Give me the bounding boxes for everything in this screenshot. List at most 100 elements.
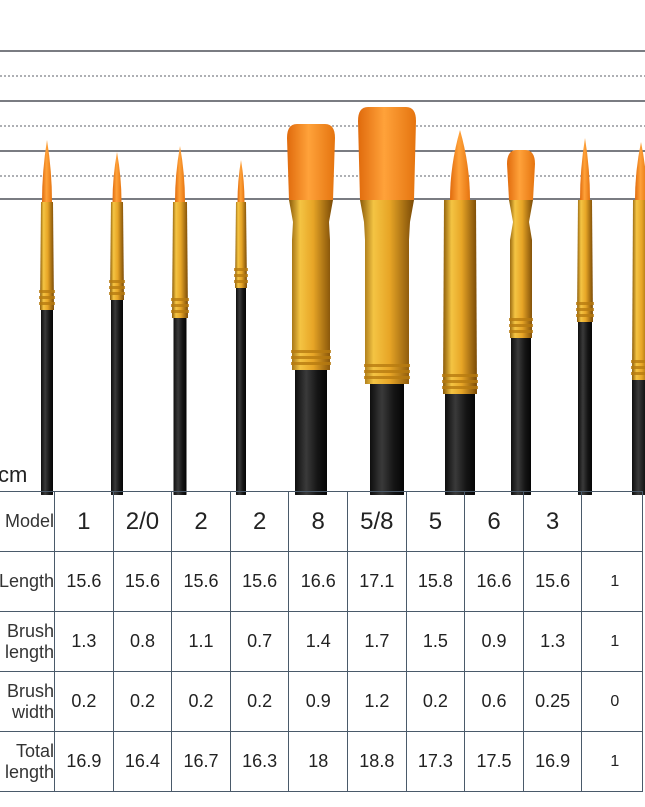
- table-cell: 0.9: [464, 611, 524, 672]
- ferrule-ring: [291, 356, 331, 359]
- table-cell: [581, 491, 643, 552]
- ferrule-ring: [364, 376, 410, 379]
- table-cell: 3: [522, 491, 583, 552]
- ferrule-ring: [171, 310, 189, 313]
- brush-bristles: [112, 152, 122, 202]
- row-header-text: Model: [5, 511, 55, 531]
- brush-bristles: [450, 130, 470, 200]
- table-cell: 0.7: [229, 611, 290, 672]
- ferrule-ring: [291, 362, 331, 365]
- brush-handle: [111, 296, 123, 495]
- brush-ferrule: [509, 200, 533, 338]
- ferrule-ring: [442, 380, 478, 383]
- table-cell: 1: [54, 491, 114, 552]
- brush-width-row: Brush width 0.2 0.2 0.2 0.2 0.9 1.2 0.2 0.6 0.25 0: [0, 671, 643, 732]
- table-cell: 0.8: [112, 611, 173, 672]
- ferrule-ring: [234, 280, 248, 283]
- table-cell: 15.8: [405, 551, 466, 612]
- row-header: Model: [0, 491, 56, 552]
- table-cell: 17.3: [405, 731, 466, 792]
- table-cell: 0.2: [54, 671, 114, 732]
- ferrule-ring: [364, 370, 410, 373]
- row-header-text: length: [5, 641, 55, 662]
- row-header: Total length: [0, 731, 56, 792]
- table-cell: 0.2: [171, 671, 231, 732]
- table-cell: 16.6: [288, 551, 349, 612]
- table-cell: 0.2: [405, 671, 466, 732]
- brush-ferrule: [289, 200, 333, 370]
- table-cell: 0.2: [112, 671, 173, 732]
- table-cell: 15.6: [54, 551, 114, 612]
- brush-handle: [632, 376, 645, 495]
- ferrule-ring: [509, 318, 533, 321]
- table-cell: 15.6: [229, 551, 290, 612]
- brush-ferrule: [443, 200, 477, 394]
- table-cell: 5: [405, 491, 466, 552]
- table-cell: 0.9: [288, 671, 349, 732]
- table-cell: 5/8: [347, 491, 407, 552]
- table-cell: 15.6: [171, 551, 231, 612]
- ferrule-ring: [509, 324, 533, 327]
- row-header-text: Brush: [7, 620, 55, 641]
- table-cell: 1.5: [405, 611, 466, 672]
- brush-handle: [295, 366, 327, 495]
- paintbrush: [109, 152, 125, 495]
- table-cell: 0.2: [229, 671, 290, 732]
- paintbrush: [358, 107, 416, 495]
- brush-handle: [370, 380, 404, 495]
- ferrule-ring: [364, 364, 410, 367]
- table-cell: 15.6: [112, 551, 173, 612]
- brush-length-row: Brush length 1.3 0.8 1.1 0.7 1.4 1.7 1.5 0.9 1.3 1: [0, 611, 643, 672]
- row-header-text: Brush: [7, 680, 55, 701]
- ferrule-ring: [509, 330, 533, 333]
- brush-ferrule: [577, 200, 593, 322]
- table-cell: 16.9: [522, 731, 583, 792]
- table-cell: 1: [581, 731, 643, 792]
- table-cell: 0: [581, 671, 643, 732]
- table-cell: 1.4: [288, 611, 349, 672]
- model-row: Model 1 2/0 2 2 8 5/8 5 6 3: [0, 491, 643, 552]
- total-length-row: Total length 16.9 16.4 16.7 16.3 18 18.8 17.3 17.…: [0, 731, 643, 792]
- brush-bristles: [635, 142, 645, 200]
- row-header-text: length: [5, 761, 55, 782]
- ferrule-ring: [631, 366, 645, 369]
- row-header-text: Length: [0, 571, 55, 591]
- ferrule-ring: [442, 386, 478, 389]
- table-cell: 2/0: [112, 491, 173, 552]
- ferrule-ring: [576, 302, 594, 305]
- ferrule-ring: [171, 304, 189, 307]
- brush-ferrule: [40, 202, 54, 310]
- table-cell: 17.1: [347, 551, 407, 612]
- ferrule-ring: [291, 350, 331, 353]
- paintbrush: [507, 150, 535, 495]
- table-cell: 6: [464, 491, 524, 552]
- brush-illustration: [0, 50, 645, 495]
- paintbrush: [234, 160, 248, 495]
- ferrule-ring: [171, 298, 189, 301]
- table-cell: 8: [288, 491, 349, 552]
- row-header-text: Total: [16, 740, 55, 761]
- row-header-text: width: [12, 701, 55, 722]
- brush-bristles: [287, 124, 335, 200]
- row-header: Length: [0, 551, 56, 612]
- table-cell: 16.7: [171, 731, 231, 792]
- ferrule-ring: [39, 302, 55, 305]
- brush-bristles: [358, 107, 416, 200]
- brush-set: [39, 107, 645, 495]
- brush-ferrule: [632, 200, 645, 380]
- brush-bristles: [42, 140, 52, 202]
- ferrule-ring: [442, 374, 478, 377]
- table-cell: 17.5: [464, 731, 524, 792]
- brush-handle: [41, 306, 53, 495]
- row-header: Brush width: [0, 671, 56, 732]
- table-cell: 16.3: [229, 731, 290, 792]
- table-cell: 1.7: [347, 611, 407, 672]
- ferrule-ring: [39, 290, 55, 293]
- paintbrush: [576, 138, 594, 495]
- paintbrush: [287, 124, 335, 495]
- brush-ferrule: [110, 202, 124, 300]
- table-cell: 16.9: [54, 731, 114, 792]
- ferrule-ring: [109, 280, 125, 283]
- table-cell: 16.4: [112, 731, 173, 792]
